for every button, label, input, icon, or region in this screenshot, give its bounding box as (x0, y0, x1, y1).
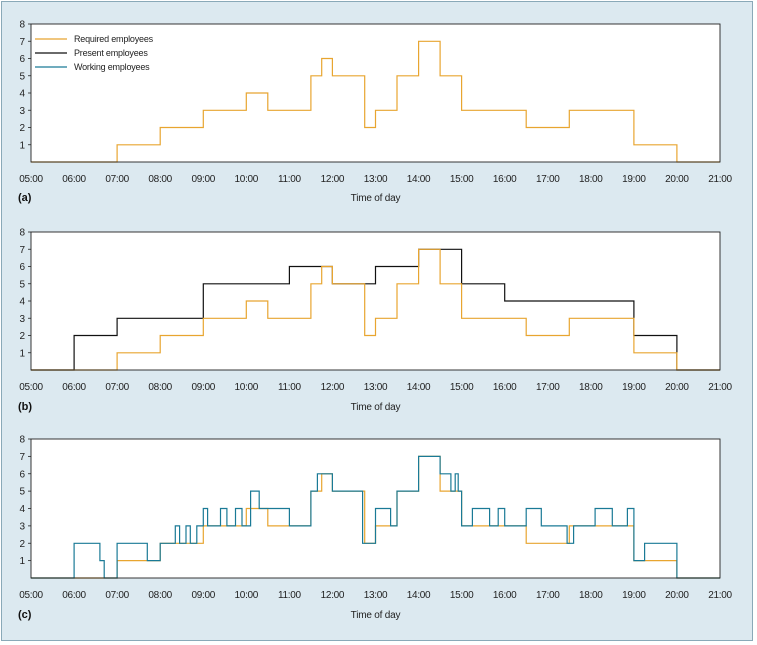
y-tick-label: 4 (19, 504, 25, 515)
y-tick-label: 6 (19, 54, 25, 65)
x-tick-label: 12:00 (321, 174, 345, 185)
x-tick-label: 10:00 (235, 174, 259, 185)
x-tick-label: 19:00 (622, 174, 646, 185)
y-tick-label: 7 (19, 452, 25, 463)
y-tick-label: 3 (19, 521, 25, 532)
y-tick-label: 4 (19, 297, 25, 308)
x-tick-label: 07:00 (105, 590, 129, 601)
legend-label: Working employees (74, 62, 150, 72)
y-tick-label: 5 (19, 487, 25, 498)
panel-label: (b) (18, 401, 32, 413)
x-tick-label: 17:00 (536, 174, 560, 185)
y-tick-label: 8 (19, 228, 25, 239)
plot-frame (30, 438, 721, 579)
y-tick-label: 8 (19, 20, 25, 31)
y-tick-label: 1 (19, 556, 25, 567)
y-tick-label: 5 (19, 279, 25, 290)
x-axis-label: Time of day (351, 193, 401, 204)
x-tick-label: 12:00 (321, 590, 345, 601)
legend: Required employees Present employees Worki… (35, 34, 154, 72)
x-tick-label: 18:00 (579, 590, 603, 601)
chart-panel-2: 1 2 3 4 5 6 7 8 05:00 06:00 07:00 08:00 09:00 10:00 11… (18, 228, 733, 414)
x-tick-label: 11:00 (278, 174, 302, 185)
x-tick-label: 09:00 (191, 590, 215, 601)
x-tick-label: 09:00 (191, 174, 215, 185)
x-tick-label: 05:00 (19, 590, 43, 601)
plot-area (31, 24, 720, 162)
x-tick-label: 06:00 (62, 590, 86, 601)
x-tick-label: 16:00 (493, 382, 517, 393)
y-tick-label: 4 (19, 89, 25, 100)
plot-frame (30, 23, 721, 163)
series-line-working-employees (31, 455, 720, 579)
x-tick-label: 07:00 (105, 382, 129, 393)
x-tick-label: 10:00 (235, 590, 259, 601)
x-tick-label: 13:00 (364, 382, 388, 393)
x-tick-label: 18:00 (579, 174, 603, 185)
x-tick-label: 16:00 (493, 590, 517, 601)
y-tick-label: 5 (19, 71, 25, 82)
chart-panel-3: 1 2 3 4 5 6 7 8 05:00 06:00 07:00 08:00 09:00 10:00 11… (18, 435, 733, 622)
x-tick-label: 20:00 (665, 382, 689, 393)
x-tick-label: 11:00 (278, 590, 302, 601)
x-tick-label: 12:00 (321, 382, 345, 393)
plot-frame (30, 231, 721, 371)
y-tick-label: 1 (19, 140, 25, 151)
x-tick-label: 05:00 (19, 174, 43, 185)
x-axis-label: Time of day (351, 402, 401, 413)
y-tick-label: 3 (19, 314, 25, 325)
series-line-required-employees (31, 248, 720, 371)
x-tick-label: 20:00 (665, 174, 689, 185)
x-tick-label: 07:00 (105, 174, 129, 185)
y-tick-label: 8 (19, 435, 25, 446)
x-tick-label: 08:00 (148, 590, 172, 601)
x-axis-label: Time of day (351, 610, 401, 621)
y-tick-label: 6 (19, 262, 25, 273)
x-tick-label: 11:00 (278, 382, 302, 393)
panel-label: (c) (18, 609, 32, 621)
x-tick-label: 15:00 (450, 174, 474, 185)
x-tick-label: 17:00 (536, 590, 560, 601)
x-tick-label: 19:00 (622, 590, 646, 601)
x-tick-label: 15:00 (450, 382, 474, 393)
x-tick-label: 17:00 (536, 382, 560, 393)
x-tick-label: 06:00 (62, 382, 86, 393)
x-tick-label: 20:00 (665, 590, 689, 601)
series-line-present-employees (31, 248, 720, 371)
x-tick-label: 09:00 (191, 382, 215, 393)
panel-label: (a) (18, 192, 32, 204)
x-tick-label: 05:00 (19, 382, 43, 393)
x-tick-label: 21:00 (708, 590, 732, 601)
x-tick-label: 14:00 (407, 590, 431, 601)
legend-label: Present employees (74, 48, 148, 58)
chart-panel-1: 1 2 3 4 5 6 7 8 05:00 06:00 07:00 08:00 09:00 10:00 11… (18, 20, 733, 205)
legend-label: Required employees (74, 34, 154, 44)
x-tick-label: 10:00 (235, 382, 259, 393)
x-tick-label: 14:00 (407, 382, 431, 393)
x-tick-label: 21:00 (708, 382, 732, 393)
x-tick-label: 18:00 (579, 382, 603, 393)
y-tick-label: 7 (19, 37, 25, 48)
y-tick-label: 7 (19, 245, 25, 256)
x-tick-label: 14:00 (407, 174, 431, 185)
y-tick-label: 2 (19, 539, 25, 550)
x-tick-label: 08:00 (148, 382, 172, 393)
x-tick-label: 08:00 (148, 174, 172, 185)
y-tick-label: 3 (19, 106, 25, 117)
x-tick-label: 13:00 (364, 590, 388, 601)
x-tick-label: 21:00 (708, 174, 732, 185)
x-tick-label: 13:00 (364, 174, 388, 185)
x-tick-label: 19:00 (622, 382, 646, 393)
x-tick-label: 15:00 (450, 590, 474, 601)
x-tick-label: 06:00 (62, 174, 86, 185)
y-tick-label: 2 (19, 123, 25, 134)
y-tick-label: 1 (19, 348, 25, 359)
y-tick-label: 6 (19, 469, 25, 480)
y-tick-label: 2 (19, 331, 25, 342)
x-tick-label: 16:00 (493, 174, 517, 185)
series-line-required-employees (31, 40, 720, 163)
